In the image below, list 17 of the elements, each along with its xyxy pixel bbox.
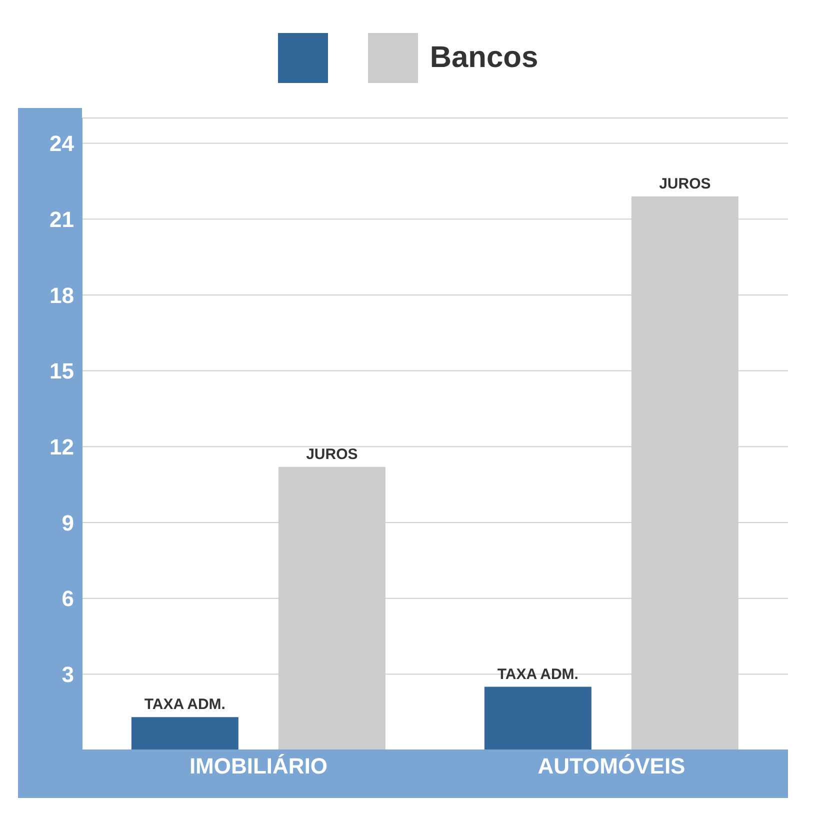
data-label: JUROS	[306, 446, 358, 463]
legend-label: Bancos	[430, 41, 538, 75]
data-label: TAXA ADM.	[497, 666, 578, 683]
data-label: TAXA ADM.	[144, 696, 226, 714]
y-tick-label: 24	[50, 131, 75, 156]
y-tick-label: 3	[62, 662, 74, 687]
y-tick-label: 15	[50, 358, 74, 384]
x-tick-label: AUTOMÓVEIS	[538, 754, 686, 779]
y-tick-label: 12	[50, 434, 74, 460]
y-tick-label: 18	[50, 282, 74, 308]
y-tick-label: 21	[50, 206, 74, 232]
data-label: JUROS	[659, 175, 711, 192]
bar	[484, 686, 592, 750]
x-tick-label: IMOBILIÁRIO	[189, 754, 328, 779]
bar	[131, 717, 238, 750]
y-tick-label: 6	[62, 586, 74, 612]
y-tick-label: 9	[62, 510, 74, 536]
